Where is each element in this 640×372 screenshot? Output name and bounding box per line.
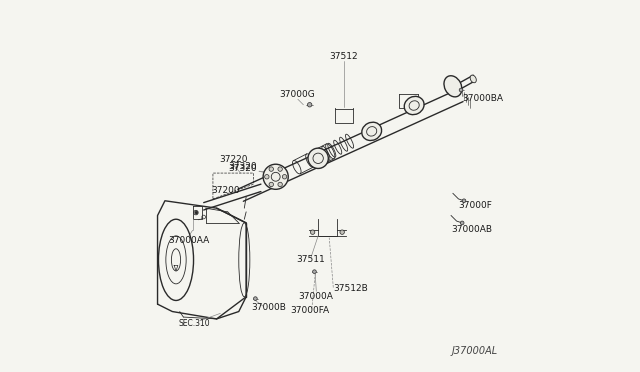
Circle shape xyxy=(282,174,287,179)
Circle shape xyxy=(307,103,312,107)
Circle shape xyxy=(253,297,257,301)
Circle shape xyxy=(460,221,464,225)
Text: J37000AL: J37000AL xyxy=(451,346,497,356)
Circle shape xyxy=(310,230,315,234)
Text: 37000B: 37000B xyxy=(252,303,287,312)
Text: 37511: 37511 xyxy=(296,255,324,264)
Circle shape xyxy=(269,182,273,187)
Circle shape xyxy=(195,211,198,214)
Text: 37512B: 37512B xyxy=(333,284,367,293)
Circle shape xyxy=(278,182,282,187)
Ellipse shape xyxy=(470,75,476,83)
Text: 37220: 37220 xyxy=(219,155,248,164)
Text: 37000A: 37000A xyxy=(298,292,333,301)
Text: 37320: 37320 xyxy=(228,163,257,171)
Text: SEC.310: SEC.310 xyxy=(179,319,211,328)
Ellipse shape xyxy=(263,164,288,189)
Text: 37000F: 37000F xyxy=(458,201,492,210)
Circle shape xyxy=(264,174,269,179)
Circle shape xyxy=(278,167,282,171)
Ellipse shape xyxy=(404,96,424,115)
Text: 37000G: 37000G xyxy=(280,90,315,99)
Circle shape xyxy=(459,88,463,92)
Ellipse shape xyxy=(308,148,328,169)
Text: 37200: 37200 xyxy=(212,186,240,195)
Circle shape xyxy=(340,230,344,234)
Ellipse shape xyxy=(444,76,462,97)
Text: 37000FA: 37000FA xyxy=(291,307,330,315)
Text: 37000AA: 37000AA xyxy=(168,236,210,245)
Text: 37512: 37512 xyxy=(330,52,358,61)
Circle shape xyxy=(269,167,273,171)
Text: 37320: 37320 xyxy=(228,164,257,173)
Ellipse shape xyxy=(362,122,381,141)
Text: 37000AB: 37000AB xyxy=(451,225,492,234)
Circle shape xyxy=(462,199,466,203)
Circle shape xyxy=(312,270,316,273)
Text: 37000BA: 37000BA xyxy=(462,94,503,103)
